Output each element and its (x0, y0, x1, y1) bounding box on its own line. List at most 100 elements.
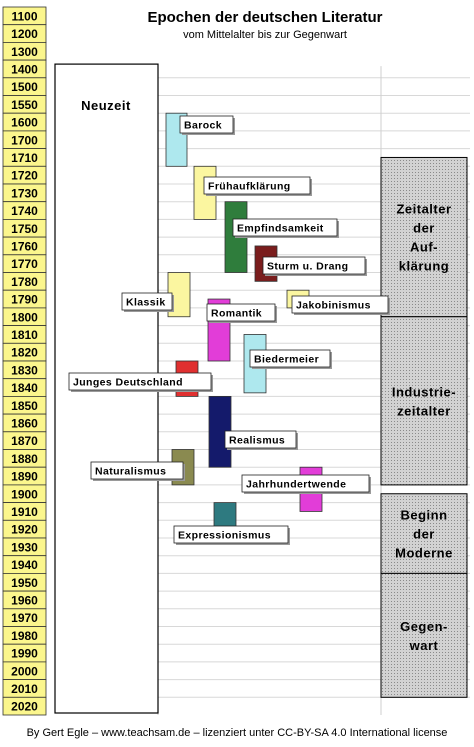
year-tick-label: 1700 (11, 133, 38, 147)
year-tick-label: 1930 (11, 540, 38, 554)
epoch-label-text: Jakobinismus (296, 300, 371, 312)
year-tick-label: 1800 (11, 310, 38, 324)
year-tick-label: 1860 (11, 416, 38, 430)
year-tick-label: 2010 (11, 682, 38, 696)
epoch-label-empfindsamkeit: Empfindsamkeit (232, 218, 339, 238)
year-tick-label: 1850 (11, 399, 38, 413)
age-label: Moderne (395, 546, 453, 561)
year-tick-label: 1710 (11, 151, 38, 165)
label-box (249, 349, 331, 368)
epoch-label-romantik: Romantik (206, 303, 277, 323)
year-tick-label: 1990 (11, 647, 38, 661)
age-box-industrie-zeitalter (380, 316, 468, 486)
era-label: Neuzeit (81, 98, 131, 113)
epoch-label-text: Empfindsamkeit (237, 223, 324, 235)
label-box (291, 295, 389, 314)
year-tick-label: 1980 (11, 629, 38, 643)
year-tick-label: 2000 (11, 664, 38, 678)
year-tick-label: 1600 (11, 116, 38, 130)
year-tick-label: 1950 (11, 576, 38, 590)
label-box (179, 115, 234, 134)
year-tick-label: 1720 (11, 169, 38, 183)
year-tick-label: 1740 (11, 204, 38, 218)
year-tick-label: 1550 (11, 98, 38, 112)
year-tick-label: 1730 (11, 186, 38, 200)
chart-subtitle: vom Mittelalter bis zur Gegenwart (183, 29, 347, 41)
label-box (262, 256, 366, 275)
label-box (241, 474, 370, 493)
label-box (68, 372, 212, 391)
age-label: der (413, 221, 435, 236)
year-tick-label: 1820 (11, 346, 38, 360)
chart-title: Epochen der deutschen Literatur (147, 9, 383, 26)
year-tick-label: 1750 (11, 222, 38, 236)
epoch-label-junges-deutschland: Junges Deutschland (68, 372, 213, 392)
year-tick-label: 1760 (11, 239, 38, 253)
label-box (232, 218, 338, 237)
epoch-label-text: Sturm u. Drang (267, 261, 348, 273)
year-tick-label: 1790 (11, 293, 38, 307)
epoch-label-klassik: Klassik (121, 292, 174, 312)
year-tick-label: 1870 (11, 434, 38, 448)
age-box-beginn-der-moderne (380, 493, 468, 574)
epoch-label-text: Frühaufklärung (208, 181, 291, 193)
year-tick-label: 1770 (11, 257, 38, 271)
age-label: Industrie- (392, 384, 456, 399)
year-tick-label: 1940 (11, 558, 38, 572)
year-tick-label: 1880 (11, 452, 38, 466)
year-tick-label: 1500 (11, 80, 38, 94)
year-tick-label: 1920 (11, 523, 38, 537)
year-tick-label: 2020 (11, 700, 38, 714)
label-box (224, 430, 297, 449)
label-box (121, 292, 173, 311)
year-tick-label: 1200 (11, 27, 38, 41)
epoch-label-text: Barock (184, 120, 222, 132)
label-box (173, 525, 289, 544)
year-tick-label: 1960 (11, 593, 38, 607)
year-tick-label: 1400 (11, 62, 38, 76)
epoch-label-text: Junges Deutschland (73, 377, 183, 389)
epoch-label-sturm-u-drang: Sturm u. Drang (262, 256, 367, 276)
license-footer: By Gert Egle – www.teachsam.de – lizenzi… (26, 727, 448, 739)
label-box (90, 461, 184, 480)
epoch-bar-expressionismus (213, 502, 237, 530)
epoch-label-realismus: Realismus (224, 430, 298, 450)
epoch-label-jakobinismus: Jakobinismus (291, 295, 390, 315)
label-box (206, 303, 276, 322)
label-box (203, 176, 311, 195)
year-tick-label: 1910 (11, 505, 38, 519)
year-tick-label: 1970 (11, 611, 38, 625)
age-label: der (413, 527, 435, 542)
year-tick-label: 1100 (11, 9, 37, 23)
age-label: Zeitalter (396, 202, 451, 217)
age-label: klärung (399, 259, 449, 274)
epoch-label-text: Expressionismus (178, 530, 271, 542)
age-box-zeitalter-der-auf-klaerung (380, 156, 468, 318)
year-tick-label: 1890 (11, 470, 38, 484)
year-tick-label: 1300 (11, 45, 38, 59)
epoch-label-text: Romantik (211, 308, 262, 320)
year-tick-label: 1810 (11, 328, 38, 342)
age-box-gegen-wart (380, 572, 468, 698)
epoch-label-expressionismus: Expressionismus (173, 525, 290, 545)
epoch-label-biedermeier: Biedermeier (249, 349, 332, 369)
age-label: Auf- (410, 240, 438, 255)
epoch-label-text: Jahrhundertwende (246, 479, 346, 491)
year-tick-label: 1840 (11, 381, 38, 395)
epoch-label-text: Klassik (126, 297, 166, 309)
epoch-label-fruehaufklaerung: Frühaufklärung (203, 176, 312, 196)
age-label: zeitalter (397, 403, 451, 418)
age-label: wart (409, 638, 439, 653)
epoch-label-text: Realismus (229, 435, 285, 447)
year-tick-label: 1830 (11, 363, 38, 377)
epoch-label-jahrhundertwende: Jahrhundertwende (241, 474, 371, 494)
timeline-chart: 1100 1200 1300 1400 1500 1550 1600 1700 1710 1720… (2, 6, 470, 716)
epoch-label-naturalismus: Naturalismus (90, 461, 185, 481)
age-label: Gegen- (400, 619, 448, 634)
epoch-label-barock: Barock (179, 115, 235, 135)
year-tick-label: 1780 (11, 275, 38, 289)
year-tick-label: 1900 (11, 487, 38, 501)
epoch-label-text: Naturalismus (95, 466, 166, 478)
year-cell (2, 696, 47, 716)
age-label: Beginn (400, 508, 447, 523)
